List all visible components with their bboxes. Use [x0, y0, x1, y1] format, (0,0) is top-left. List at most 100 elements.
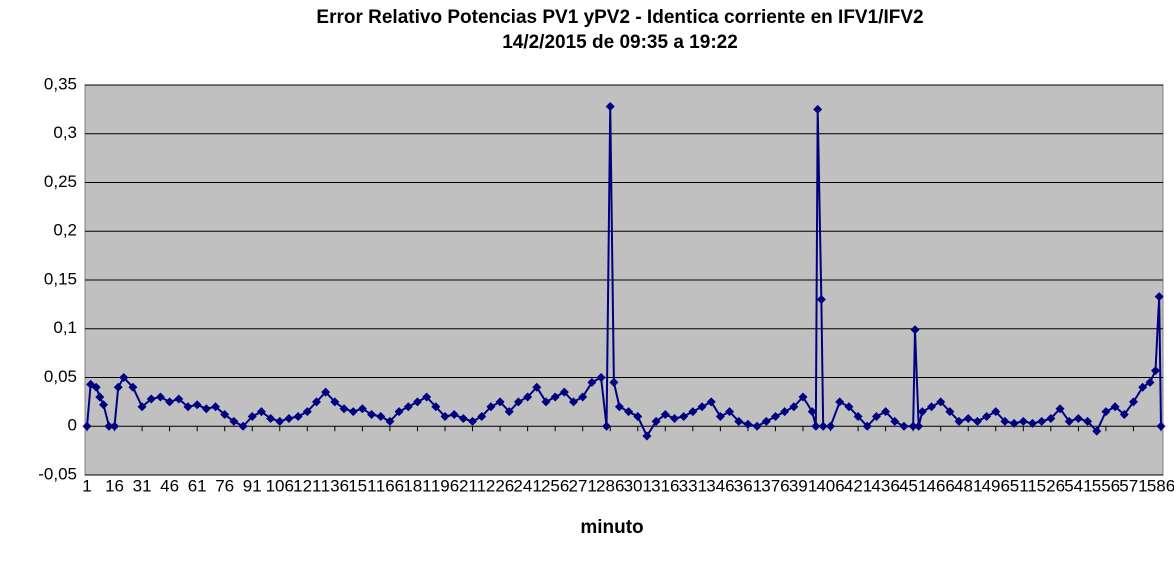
x-tick-label: 31 [133, 476, 152, 495]
data-point [1064, 416, 1074, 426]
data-point [1128, 397, 1138, 407]
data-point [174, 394, 184, 404]
chart-subtitle: 14/2/2015 de 09:35 a 19:22 [502, 32, 738, 53]
data-point [458, 413, 468, 423]
data-point [761, 416, 771, 426]
data-point [609, 377, 619, 387]
data-point [86, 379, 96, 389]
data-point [284, 413, 294, 423]
x-tick-label: 286 [596, 476, 624, 495]
x-tick-label: 121 [293, 476, 321, 495]
x-tick-label: 211 [459, 476, 486, 495]
data-point [813, 104, 823, 114]
data-point [238, 421, 248, 431]
data-point [706, 397, 716, 407]
x-tick-label: 376 [761, 476, 789, 495]
x-tick-label: 556 [1092, 476, 1120, 495]
data-point [569, 397, 579, 407]
data-point [211, 402, 221, 412]
data-point [431, 402, 441, 412]
x-tick-label: 301 [624, 476, 652, 495]
data-point [385, 416, 395, 426]
data-point [871, 412, 881, 421]
x-tick-label: 496 [982, 476, 1010, 495]
x-tick-label: 196 [431, 476, 459, 495]
data-point [1101, 407, 1111, 417]
data-point [936, 397, 946, 407]
data-point [357, 404, 367, 414]
data-point [113, 382, 123, 392]
data-point [1150, 366, 1160, 376]
data-point [1156, 421, 1166, 431]
data-point [578, 392, 588, 402]
data-point [541, 397, 551, 407]
x-tick-label: 511 [1010, 476, 1037, 495]
data-point [1145, 377, 1155, 387]
data-point [890, 416, 900, 426]
data-point [853, 412, 863, 421]
x-tick-label: 241 [513, 476, 541, 495]
data-point [945, 407, 955, 417]
data-point [1110, 402, 1120, 412]
data-point [789, 402, 799, 412]
data-point [422, 392, 432, 402]
data-point [220, 410, 230, 420]
x-tick-label: 346 [706, 476, 734, 495]
data-point [449, 410, 459, 420]
x-tick-label: 436 [871, 476, 899, 495]
data-point [348, 407, 358, 417]
data-point [256, 407, 266, 417]
y-tick-label: 0,1 [53, 318, 77, 337]
data-point [192, 400, 202, 410]
data-point [770, 412, 780, 421]
data-point [1055, 404, 1065, 414]
x-axis-label: minuto [580, 517, 643, 538]
data-point [486, 402, 496, 412]
x-tick-label: 61 [188, 476, 207, 495]
data-point [1073, 413, 1083, 423]
data-point [110, 421, 120, 431]
data-point [99, 400, 109, 410]
data-point [339, 404, 349, 414]
data-point [201, 404, 211, 414]
x-tick-label: 361 [734, 476, 762, 495]
data-point [468, 416, 478, 426]
data-point [862, 421, 872, 431]
data-point [1138, 382, 1148, 392]
data-point [633, 412, 643, 421]
data-point [807, 407, 817, 417]
x-tick-label: 451 [899, 476, 927, 495]
data-point [602, 421, 612, 431]
data-point [95, 392, 105, 402]
chart-title: Error Relativo Potencias PV1 yPV2 - Iden… [316, 7, 923, 28]
data-point [780, 407, 790, 417]
data-point [1119, 410, 1129, 420]
x-tick-label: 481 [954, 476, 982, 495]
data-point [266, 413, 276, 423]
data-point [587, 377, 597, 387]
x-tick-label: 16 [105, 476, 124, 495]
data-point [991, 407, 1001, 417]
x-tick-label: 91 [243, 476, 262, 495]
data-point [642, 431, 652, 441]
data-point [1037, 416, 1047, 426]
x-tick-label: 586 [1147, 476, 1174, 495]
data-point [725, 407, 735, 417]
data-point [660, 410, 670, 420]
x-tick-label: 166 [376, 476, 404, 495]
data-point [1009, 418, 1019, 428]
y-tick-label: 0,3 [53, 123, 77, 142]
data-point [229, 416, 239, 426]
data-point [367, 410, 377, 420]
data-point [119, 373, 129, 382]
data-point [1083, 416, 1093, 426]
data-point [247, 412, 257, 421]
data-point [128, 382, 138, 392]
y-tick-label: 0,2 [53, 221, 77, 240]
data-point [302, 407, 312, 417]
data-point [1000, 416, 1010, 426]
y-tick-label: 0,05 [44, 367, 77, 386]
data-point [532, 382, 542, 392]
data-point [1027, 418, 1037, 428]
x-tick-label: 46 [160, 476, 179, 495]
